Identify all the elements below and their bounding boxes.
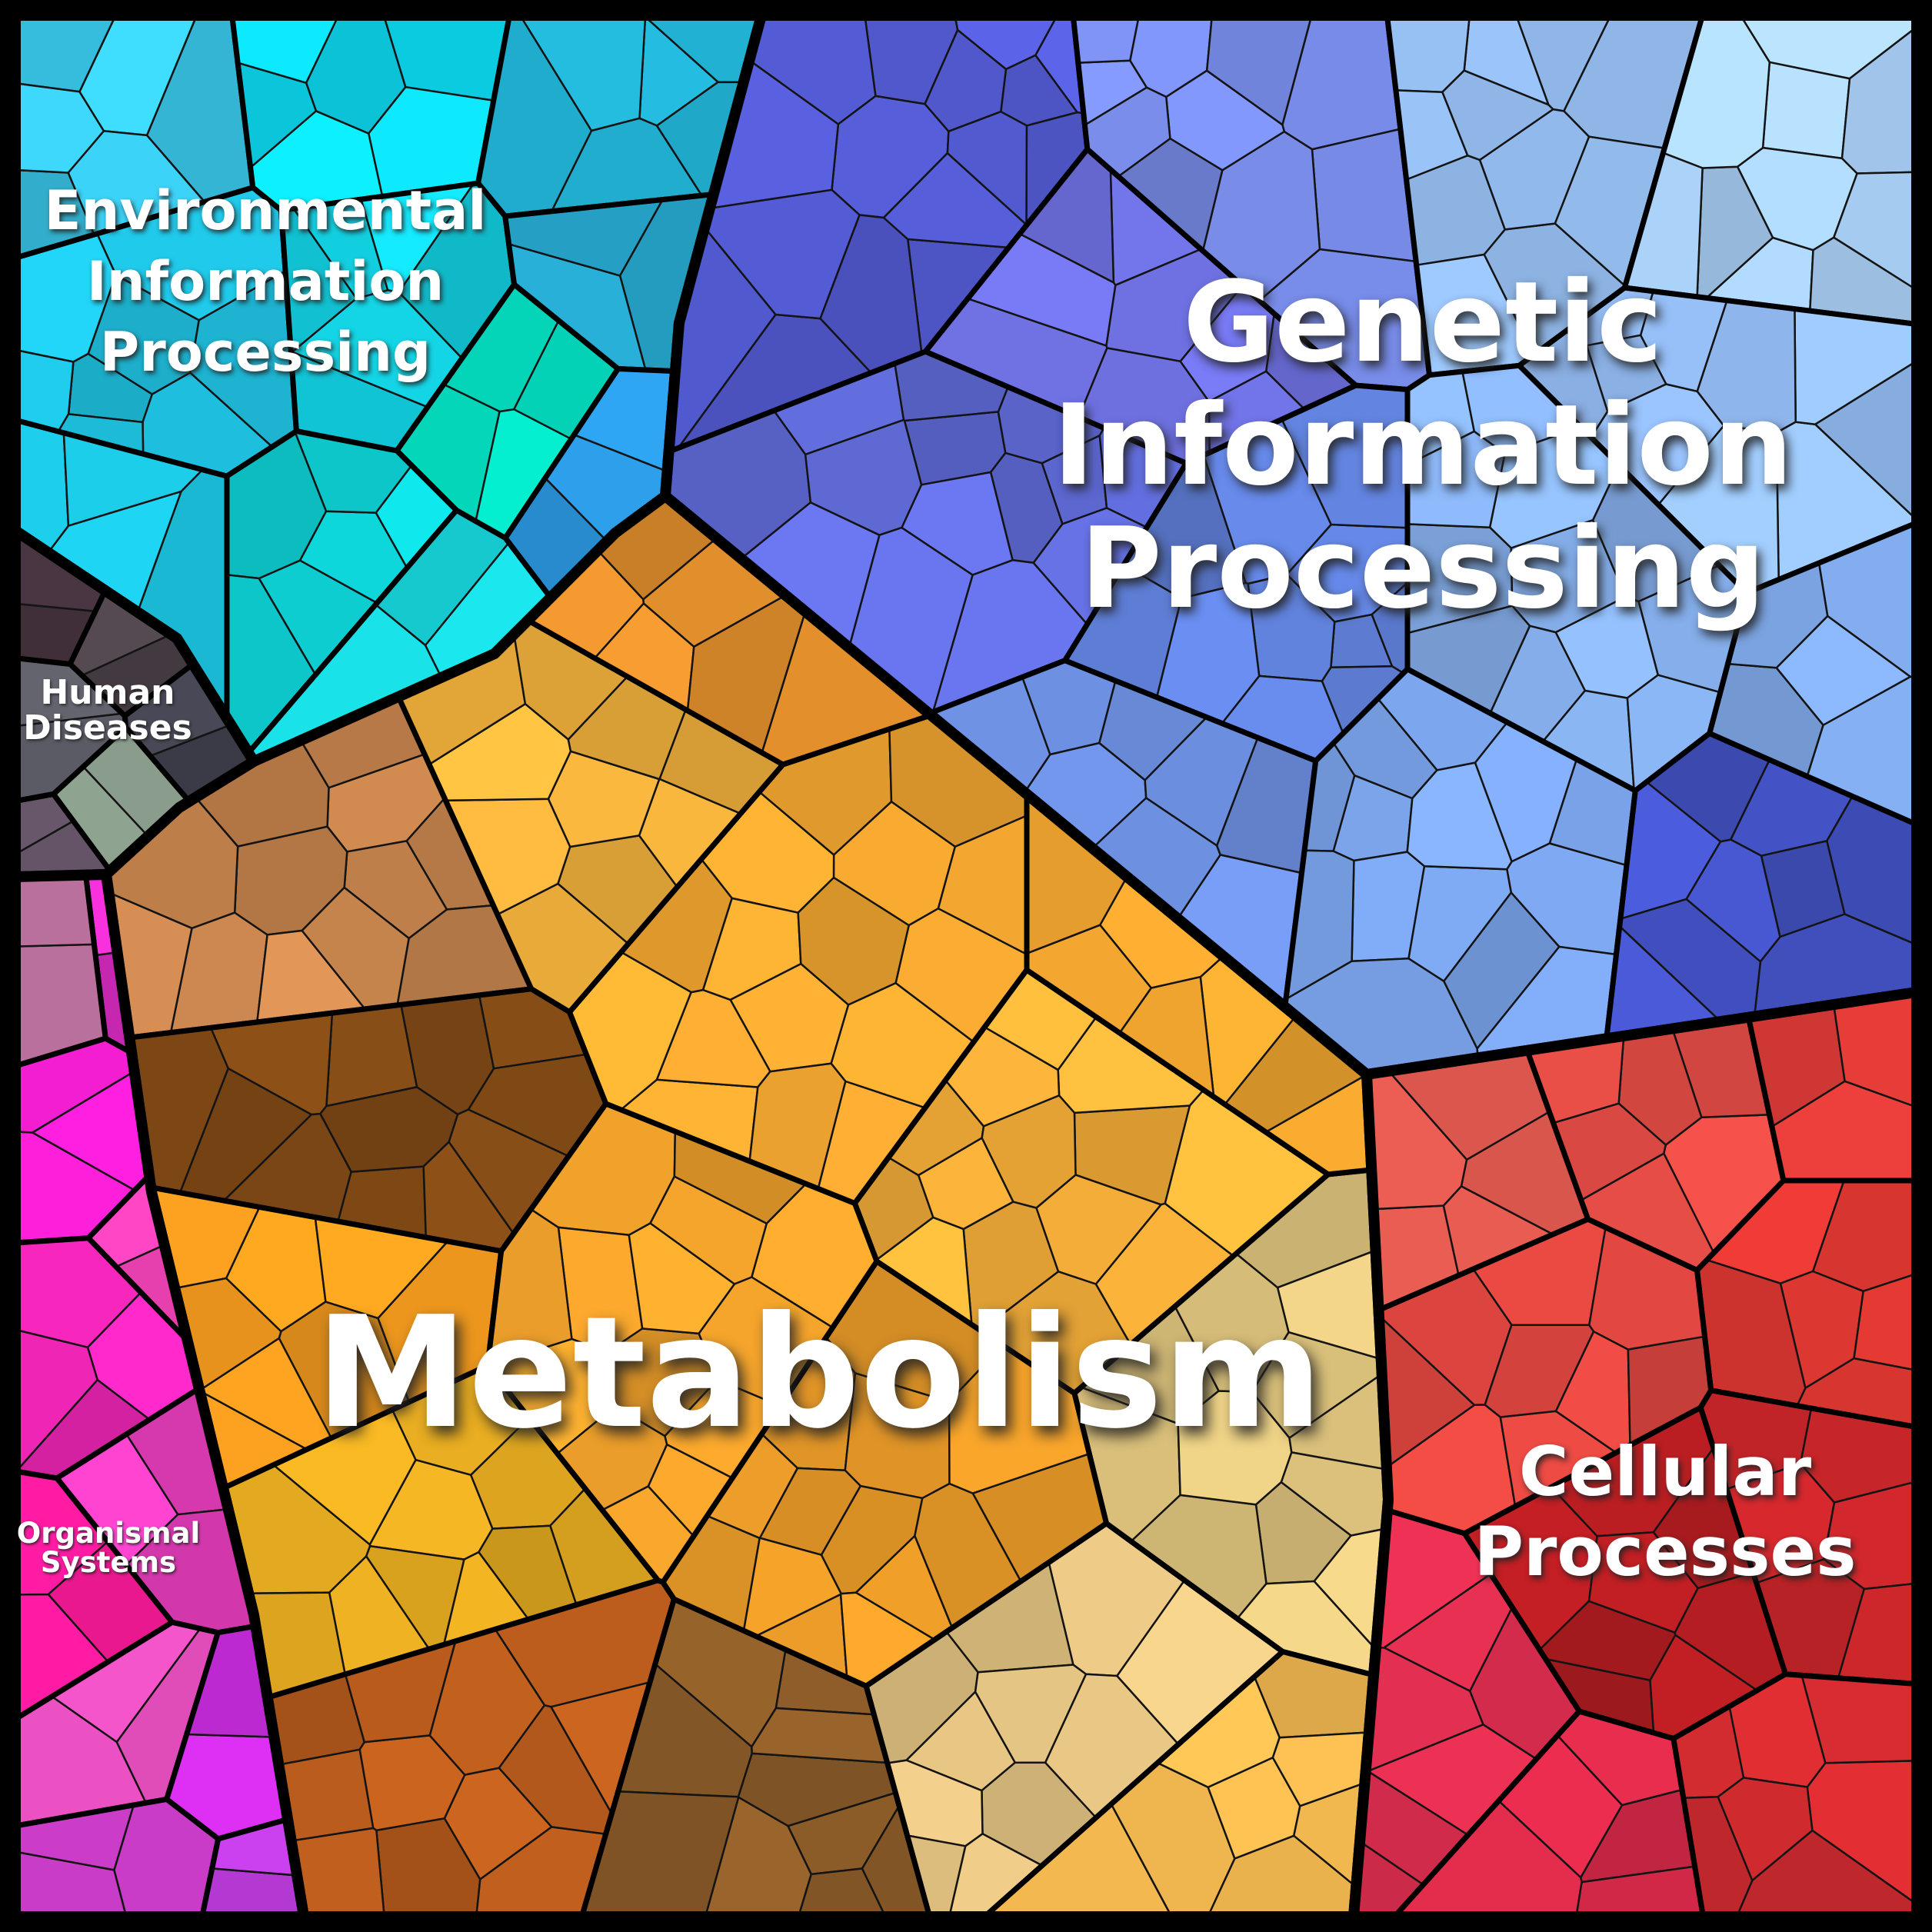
region-cellular-processes	[1348, 987, 1922, 1922]
region-human-diseases	[10, 525, 259, 882]
region-organismal-systems	[10, 869, 309, 1922]
region-metabolism	[101, 491, 1394, 1922]
region-genetic-information-processing	[660, 10, 1922, 1080]
